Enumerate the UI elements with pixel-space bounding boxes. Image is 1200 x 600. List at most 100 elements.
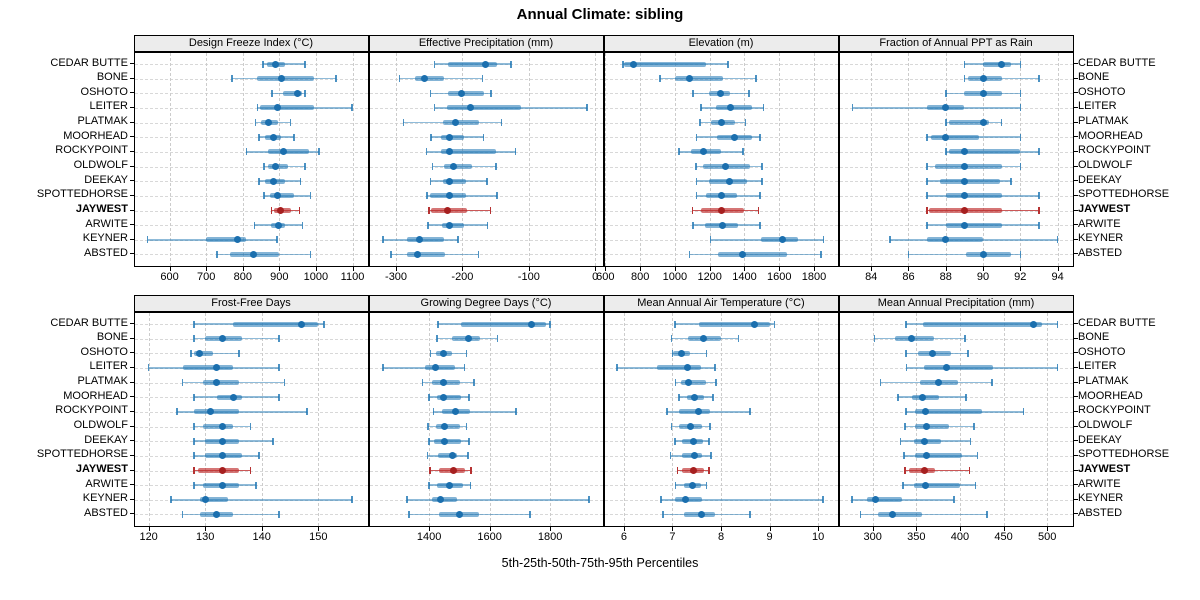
gridline-vertical: [640, 53, 642, 266]
x-tick: [352, 267, 354, 271]
whisker-cap-high: [991, 379, 993, 387]
x-tick-label: 120: [139, 531, 158, 543]
x-tick: [242, 267, 244, 271]
median-dot: [979, 75, 987, 83]
x-tick: [1020, 267, 1022, 271]
whisker-cap-low: [263, 192, 265, 200]
gridline-vertical: [1020, 53, 1022, 266]
gridline-vertical: [674, 53, 676, 266]
median-dot: [452, 119, 460, 127]
gridline-horizontal: [839, 499, 1073, 501]
whisker-cap-low: [193, 481, 195, 489]
station-label-left: ROCKYPOINT: [55, 144, 128, 157]
gridline-vertical: [709, 53, 711, 266]
whisker-cap-high: [588, 496, 590, 504]
x-tick-label: 6: [620, 531, 627, 543]
iqr-box: [216, 394, 242, 400]
iqr-box: [966, 251, 1011, 257]
y-tick: [129, 224, 134, 226]
median-dot: [918, 393, 926, 401]
median-dot: [718, 207, 726, 214]
whisker-cap-low: [695, 177, 698, 185]
x-tick-label: 150: [309, 531, 328, 543]
median-dot: [730, 133, 738, 141]
whisker-cap-high: [1022, 408, 1025, 416]
whisker-cap-high: [514, 148, 517, 156]
median-dot: [739, 250, 747, 258]
gridline-vertical: [462, 53, 464, 266]
iqr-box: [924, 365, 994, 371]
gridline-vertical: [744, 53, 746, 266]
median-dot: [942, 236, 950, 244]
gridline-horizontal: [134, 64, 368, 65]
whisker-cap-low: [905, 349, 907, 357]
whisker-cap-low: [850, 496, 853, 504]
x-tick: [169, 267, 171, 271]
station-label-left: PLATMAK: [77, 375, 128, 388]
whisker-cap-high: [1038, 207, 1040, 214]
iqr-box: [441, 222, 464, 228]
median-dot: [451, 408, 459, 416]
whisker-cap-high: [470, 467, 472, 474]
gridline-vertical: [318, 313, 320, 526]
y-tick: [1073, 352, 1078, 354]
median-dot: [457, 89, 465, 97]
whisker-cap-low: [258, 177, 261, 185]
y-tick: [1073, 484, 1078, 486]
whisker-cap-low: [692, 89, 694, 97]
whisker-cap-low: [431, 163, 434, 171]
whisker-cap-high: [822, 496, 824, 504]
whisker-cap-low: [398, 75, 401, 83]
station-label-right: OLDWOLF: [1078, 419, 1133, 432]
figure-title: Annual Climate: sibling: [516, 6, 684, 23]
median-dot: [414, 250, 422, 258]
whisker-cap-high: [276, 236, 278, 244]
y-tick: [129, 396, 134, 398]
median-dot: [719, 221, 727, 229]
whisker-cap-high: [477, 250, 480, 258]
whisker-line: [407, 499, 589, 501]
y-tick: [129, 498, 134, 500]
median-dot: [213, 379, 220, 387]
median-dot: [445, 221, 453, 229]
station-label-right: BONE: [1078, 71, 1110, 84]
x-tick: [318, 527, 320, 531]
y-tick: [1073, 238, 1078, 240]
station-label-left: LEITER: [89, 360, 128, 373]
whisker-cap-low: [433, 104, 436, 112]
gridline-horizontal: [134, 107, 368, 109]
iqr-box: [460, 321, 546, 327]
y-tick: [129, 238, 134, 240]
y-tick: [129, 337, 134, 339]
x-tick: [959, 527, 961, 531]
whisker-cap-high: [467, 452, 469, 460]
station-label-left: ROCKYPOINT: [55, 404, 128, 417]
whisker-cap-high: [759, 133, 761, 141]
whisker-cap-high: [744, 119, 747, 127]
whisker-cap-high: [298, 207, 301, 214]
iqr-box: [923, 321, 1042, 327]
station-label-left: KEYNER: [82, 492, 128, 505]
whisker-cap-high: [467, 393, 470, 401]
whisker-cap-high: [1038, 75, 1040, 83]
station-label-right: OSHOTO: [1078, 345, 1126, 358]
whisker-cap-high: [1019, 60, 1022, 68]
x-tick-label: 1800: [537, 531, 563, 543]
panel-header-elevation-m: Elevation (m): [603, 35, 839, 52]
whisker-cap-high: [759, 192, 761, 200]
median-dot: [277, 75, 285, 83]
median-dot: [275, 221, 283, 229]
whisker-cap-low: [193, 467, 195, 474]
whisker-cap-high: [469, 481, 472, 489]
whisker-cap-low: [674, 379, 677, 387]
gridline-horizontal: [369, 137, 603, 139]
whisker-cap-low: [427, 423, 429, 431]
x-tick-label: 7: [669, 531, 676, 543]
x-tick: [908, 267, 910, 271]
x-tick: [744, 267, 746, 271]
median-dot: [960, 177, 968, 185]
gridline-horizontal: [369, 353, 603, 355]
iqr-box: [233, 321, 319, 327]
y-tick: [1073, 106, 1078, 108]
y-tick: [1073, 224, 1078, 226]
